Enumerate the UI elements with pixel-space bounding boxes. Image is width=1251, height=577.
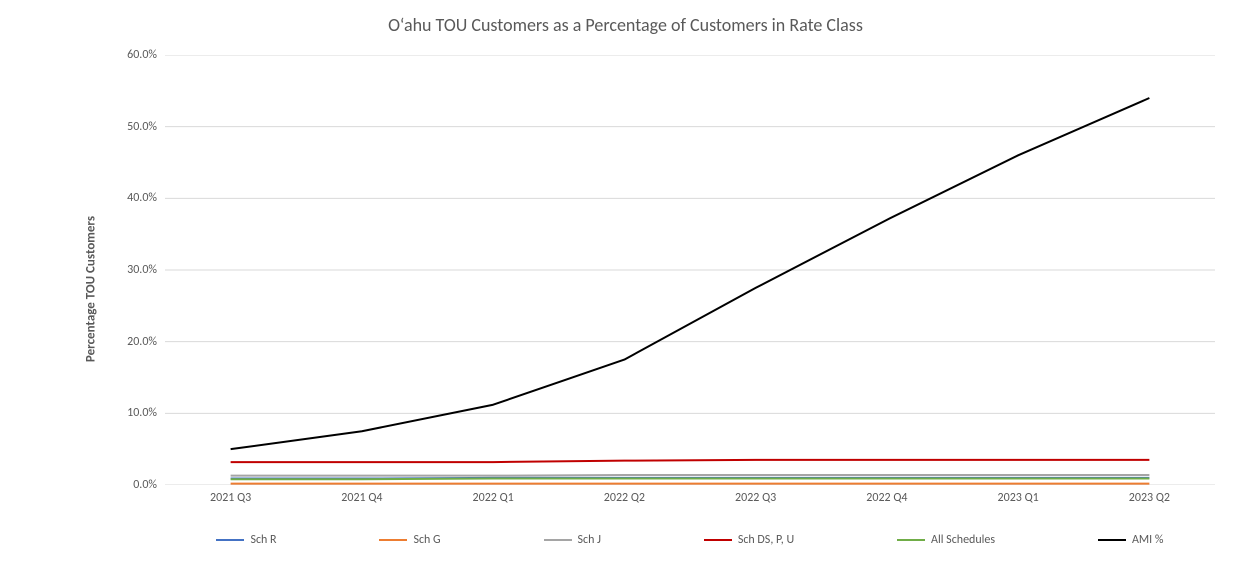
legend-swatch: [216, 539, 244, 541]
y-tick-label: 50.0%: [127, 120, 165, 134]
legend-swatch: [704, 539, 732, 541]
series-line: [231, 98, 1150, 449]
chart-title: O‘ahu TOU Customers as a Percentage of C…: [0, 14, 1251, 36]
legend-item: AMI %: [1098, 533, 1164, 547]
y-tick-label: 0.0%: [133, 478, 165, 492]
legend-item: Sch R: [216, 533, 276, 547]
x-tick-label: 2021 Q3: [210, 485, 251, 505]
series-line: [231, 475, 1150, 476]
y-tick-label: 20.0%: [127, 335, 165, 349]
legend-item: Sch G: [379, 533, 440, 547]
legend-item: All Schedules: [897, 533, 995, 547]
series-line: [231, 460, 1150, 462]
x-tick-label: 2023 Q1: [998, 485, 1039, 505]
legend-item: Sch J: [544, 533, 601, 547]
legend-label: Sch G: [413, 533, 440, 547]
legend-item: Sch DS, P, U: [704, 533, 794, 547]
y-tick-label: 60.0%: [127, 48, 165, 62]
legend-swatch: [544, 539, 572, 541]
y-tick-label: 30.0%: [127, 263, 165, 277]
legend-swatch: [897, 539, 925, 541]
legend-swatch: [379, 539, 407, 541]
y-tick-label: 10.0%: [127, 406, 165, 420]
x-tick-label: 2022 Q1: [473, 485, 514, 505]
x-tick-label: 2022 Q4: [866, 485, 907, 505]
legend-label: Sch J: [578, 533, 601, 547]
plot-svg: [165, 55, 1215, 485]
legend-swatch: [1098, 539, 1126, 541]
y-axis-label: Percentage TOU Customers: [84, 215, 99, 361]
legend: Sch R Sch G Sch J Sch DS, P, U All Schedules…: [165, 520, 1215, 560]
y-tick-label: 40.0%: [127, 191, 165, 205]
chart-container: O‘ahu TOU Customers as a Percentage of C…: [0, 0, 1251, 577]
legend-label: Sch DS, P, U: [738, 533, 794, 547]
x-tick-label: 2021 Q4: [341, 485, 382, 505]
legend-label: Sch R: [250, 533, 276, 547]
plot-area: 0.0%10.0%20.0%30.0%40.0%50.0%60.0%2021 Q…: [165, 55, 1215, 485]
x-tick-label: 2023 Q2: [1129, 485, 1170, 505]
series-line: [231, 479, 1150, 480]
x-tick-label: 2022 Q3: [735, 485, 776, 505]
legend-label: AMI %: [1132, 533, 1164, 547]
x-tick-label: 2022 Q2: [604, 485, 645, 505]
legend-label: All Schedules: [931, 533, 995, 547]
